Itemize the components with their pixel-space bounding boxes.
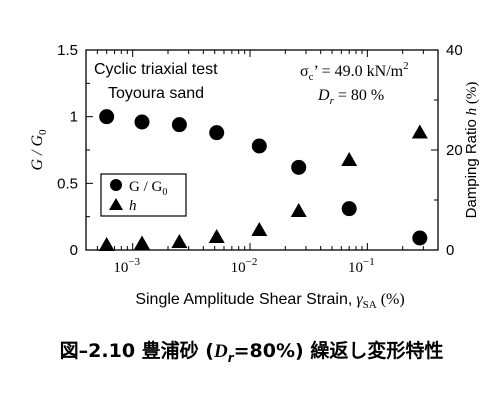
y-axis-left-label: G / G0 bbox=[29, 129, 49, 171]
legend-g-text: G / G bbox=[129, 179, 163, 195]
caption-text2: =80%) 繰返し変形特性 bbox=[233, 340, 444, 362]
y-left-tick-label: 1 bbox=[70, 109, 78, 126]
x-tick-base: 10 bbox=[348, 260, 363, 276]
y-left-label-sub: 0 bbox=[37, 129, 49, 135]
x-label-unit: (%) bbox=[381, 291, 405, 308]
y-right-tick-label: 20 bbox=[446, 142, 463, 159]
data-point-circle bbox=[209, 125, 225, 141]
y-right-tick-label: 40 bbox=[446, 42, 463, 59]
data-point-circle bbox=[412, 230, 428, 246]
x-tick-exp: −1 bbox=[363, 256, 375, 268]
data-marks bbox=[98, 109, 428, 251]
x-label-symbol: γ bbox=[356, 291, 363, 308]
data-point-triangle bbox=[171, 234, 188, 248]
y-right-label-unit: (%) bbox=[464, 82, 480, 105]
data-point-triangle bbox=[133, 235, 150, 250]
x-label-text: Single Amplitude Shear Strain, bbox=[135, 291, 352, 308]
data-point-circle bbox=[251, 138, 267, 154]
sigma-sup: 2 bbox=[403, 60, 409, 72]
data-point-triangle bbox=[208, 229, 225, 243]
data-point-circle bbox=[171, 117, 187, 133]
caption-prefix: 図–2.10 bbox=[59, 340, 136, 362]
x-tick-label: 10−2 bbox=[231, 256, 258, 276]
data-point-circle bbox=[134, 114, 150, 130]
y-left-tick-label: 1.5 bbox=[57, 42, 78, 59]
data-point-circle bbox=[341, 201, 357, 217]
data-point-triangle bbox=[341, 152, 358, 166]
annotation-test: Cyclic triaxial test bbox=[94, 61, 218, 78]
caption-d: D bbox=[213, 341, 228, 362]
y-left-label-text: G / G bbox=[29, 135, 46, 171]
x-tick-label: 10−1 bbox=[348, 256, 375, 276]
legend-circle-marker bbox=[110, 179, 122, 191]
x-label-sub: SA bbox=[363, 299, 377, 311]
y-left-tick-label: 0.5 bbox=[57, 175, 78, 192]
data-point-triangle bbox=[290, 203, 307, 217]
caption-r: r bbox=[227, 350, 234, 365]
dr-symbol: D bbox=[317, 87, 330, 104]
annotation-sigma: σc’ = 49.0 kN/m2 bbox=[300, 60, 409, 83]
data-point-triangle bbox=[411, 124, 428, 139]
x-axis-label: Single Amplitude Shear Strain, γSA (%) bbox=[135, 291, 404, 311]
annotation-material: Toyoura sand bbox=[108, 85, 204, 102]
dr-sub: r bbox=[330, 95, 335, 107]
axis-ticks bbox=[85, 49, 439, 251]
annotation-dr: Dr = 80 % bbox=[317, 87, 384, 107]
data-point-triangle bbox=[98, 237, 115, 251]
dr-value: = 80 % bbox=[334, 87, 384, 104]
x-tick-exp: −2 bbox=[246, 256, 258, 268]
legend-triangle-marker bbox=[109, 198, 123, 210]
y-left-tick-label: 0 bbox=[70, 242, 78, 259]
x-tick-label: 10−3 bbox=[113, 256, 140, 276]
data-point-circle bbox=[291, 159, 307, 175]
sigma-value: ’ = 49.0 kN/m bbox=[314, 63, 404, 80]
legend-g-sub: 0 bbox=[162, 187, 167, 198]
y-right-label-symbol: h bbox=[464, 108, 480, 116]
caption-text1: 豊浦砂 ( bbox=[141, 340, 214, 362]
x-tick-base: 10 bbox=[113, 260, 128, 276]
x-tick-base: 10 bbox=[231, 260, 246, 276]
legend-label-h: h bbox=[129, 198, 137, 214]
x-tick-exp: −3 bbox=[128, 256, 140, 268]
y-axis-right-label: Damping Ratio h (%) bbox=[463, 82, 480, 219]
figure-caption: 図–2.10 豊浦砂 (Dr=80%) 繰返し変形特性 bbox=[0, 336, 503, 365]
sigma-sub: c bbox=[309, 71, 314, 83]
data-point-triangle bbox=[251, 222, 268, 236]
legend-label-g: G / G0 bbox=[129, 179, 167, 198]
sigma-symbol: σ bbox=[300, 63, 309, 80]
data-point-circle bbox=[99, 109, 115, 125]
y-right-tick-label: 0 bbox=[446, 242, 454, 259]
y-right-label-text: Damping Ratio bbox=[463, 119, 480, 218]
